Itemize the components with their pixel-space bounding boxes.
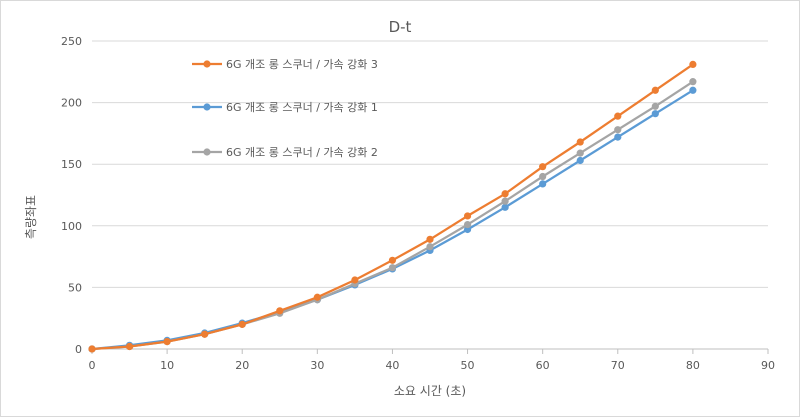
y-axis-label: 측량좌표 [24, 195, 38, 239]
y-tick-labels: 0 50 100 150 200 250 [61, 35, 82, 356]
y-tick-label: 250 [61, 35, 82, 48]
data-point [276, 307, 284, 315]
data-point [351, 276, 359, 284]
x-tick-label: 20 [235, 359, 249, 372]
data-point [201, 330, 209, 338]
data-point [576, 156, 584, 165]
legend: 6G 개조 롱 스쿠너 / 가속 강화 3 6G 개조 롱 스쿠너 / 가속 강화… [192, 58, 378, 159]
series-2 [88, 86, 697, 353]
x-axis-label: 소요 시간 (초) [394, 384, 466, 398]
data-point [539, 172, 547, 181]
data-point [689, 60, 697, 69]
y-tick-label: 150 [61, 158, 82, 171]
x-tick-label: 90 [761, 359, 775, 372]
data-point [651, 110, 659, 118]
y-tick-label: 100 [61, 220, 82, 233]
data-point [238, 320, 246, 328]
legend-marker [203, 148, 211, 156]
x-tick-label: 30 [310, 359, 324, 372]
data-point [426, 235, 434, 243]
data-point [426, 243, 434, 251]
y-tick-label: 200 [61, 97, 82, 110]
data-point [614, 126, 622, 134]
legend-label: 6G 개조 롱 스쿠너 / 가속 강화 1 [226, 101, 378, 114]
data-point [651, 102, 659, 110]
data-point [463, 212, 472, 220]
y-tick-label: 0 [75, 343, 82, 356]
data-point [501, 190, 509, 198]
data-point [163, 338, 171, 346]
legend-label: 6G 개조 롱 스쿠너 / 가속 강화 2 [226, 146, 378, 159]
series-1 [88, 60, 697, 353]
data-point [689, 78, 697, 86]
series-3 [88, 78, 697, 353]
series-line [91, 80, 694, 351]
data-point [88, 345, 96, 353]
x-tick-label: 40 [385, 359, 399, 372]
y-tick-label: 50 [68, 281, 82, 294]
data-point [539, 163, 547, 171]
chart-title: D-t [389, 18, 412, 36]
data-point [463, 220, 472, 229]
legend-marker [203, 60, 211, 68]
data-point [576, 138, 584, 146]
data-point [501, 203, 509, 211]
data-point [689, 86, 697, 94]
x-tick-label: 80 [686, 359, 700, 372]
data-point [651, 86, 659, 94]
x-tick-label: 60 [536, 359, 550, 372]
series-line [91, 89, 694, 351]
data-point [539, 180, 547, 188]
x-tick-labels: 0 10 20 30 40 50 60 70 80 90 [89, 359, 776, 372]
data-point [388, 264, 397, 272]
x-tick-label: 50 [461, 359, 475, 372]
series-group [88, 60, 697, 353]
data-point [463, 225, 472, 234]
gridlines [92, 40, 768, 288]
x-tick-label: 10 [160, 359, 174, 372]
data-point [614, 133, 622, 141]
x-tick-label: 70 [611, 359, 625, 372]
data-point [576, 149, 584, 157]
legend-label: 6G 개조 롱 스쿠너 / 가속 강화 3 [226, 58, 378, 71]
axes [91, 348, 769, 354]
data-point [313, 293, 321, 301]
data-point [388, 256, 397, 264]
data-point [501, 197, 509, 205]
legend-item-1: 6G 개조 롱 스쿠너 / 가속 강화 3 [192, 58, 378, 71]
legend-marker [203, 103, 211, 111]
legend-item-3: 6G 개조 롱 스쿠너 / 가속 강화 2 [192, 146, 378, 159]
legend-item-2: 6G 개조 롱 스쿠너 / 가속 강화 1 [192, 101, 378, 114]
x-tick-label: 0 [89, 359, 96, 372]
data-point [125, 342, 134, 351]
data-point [614, 112, 622, 120]
series-line [91, 63, 694, 351]
